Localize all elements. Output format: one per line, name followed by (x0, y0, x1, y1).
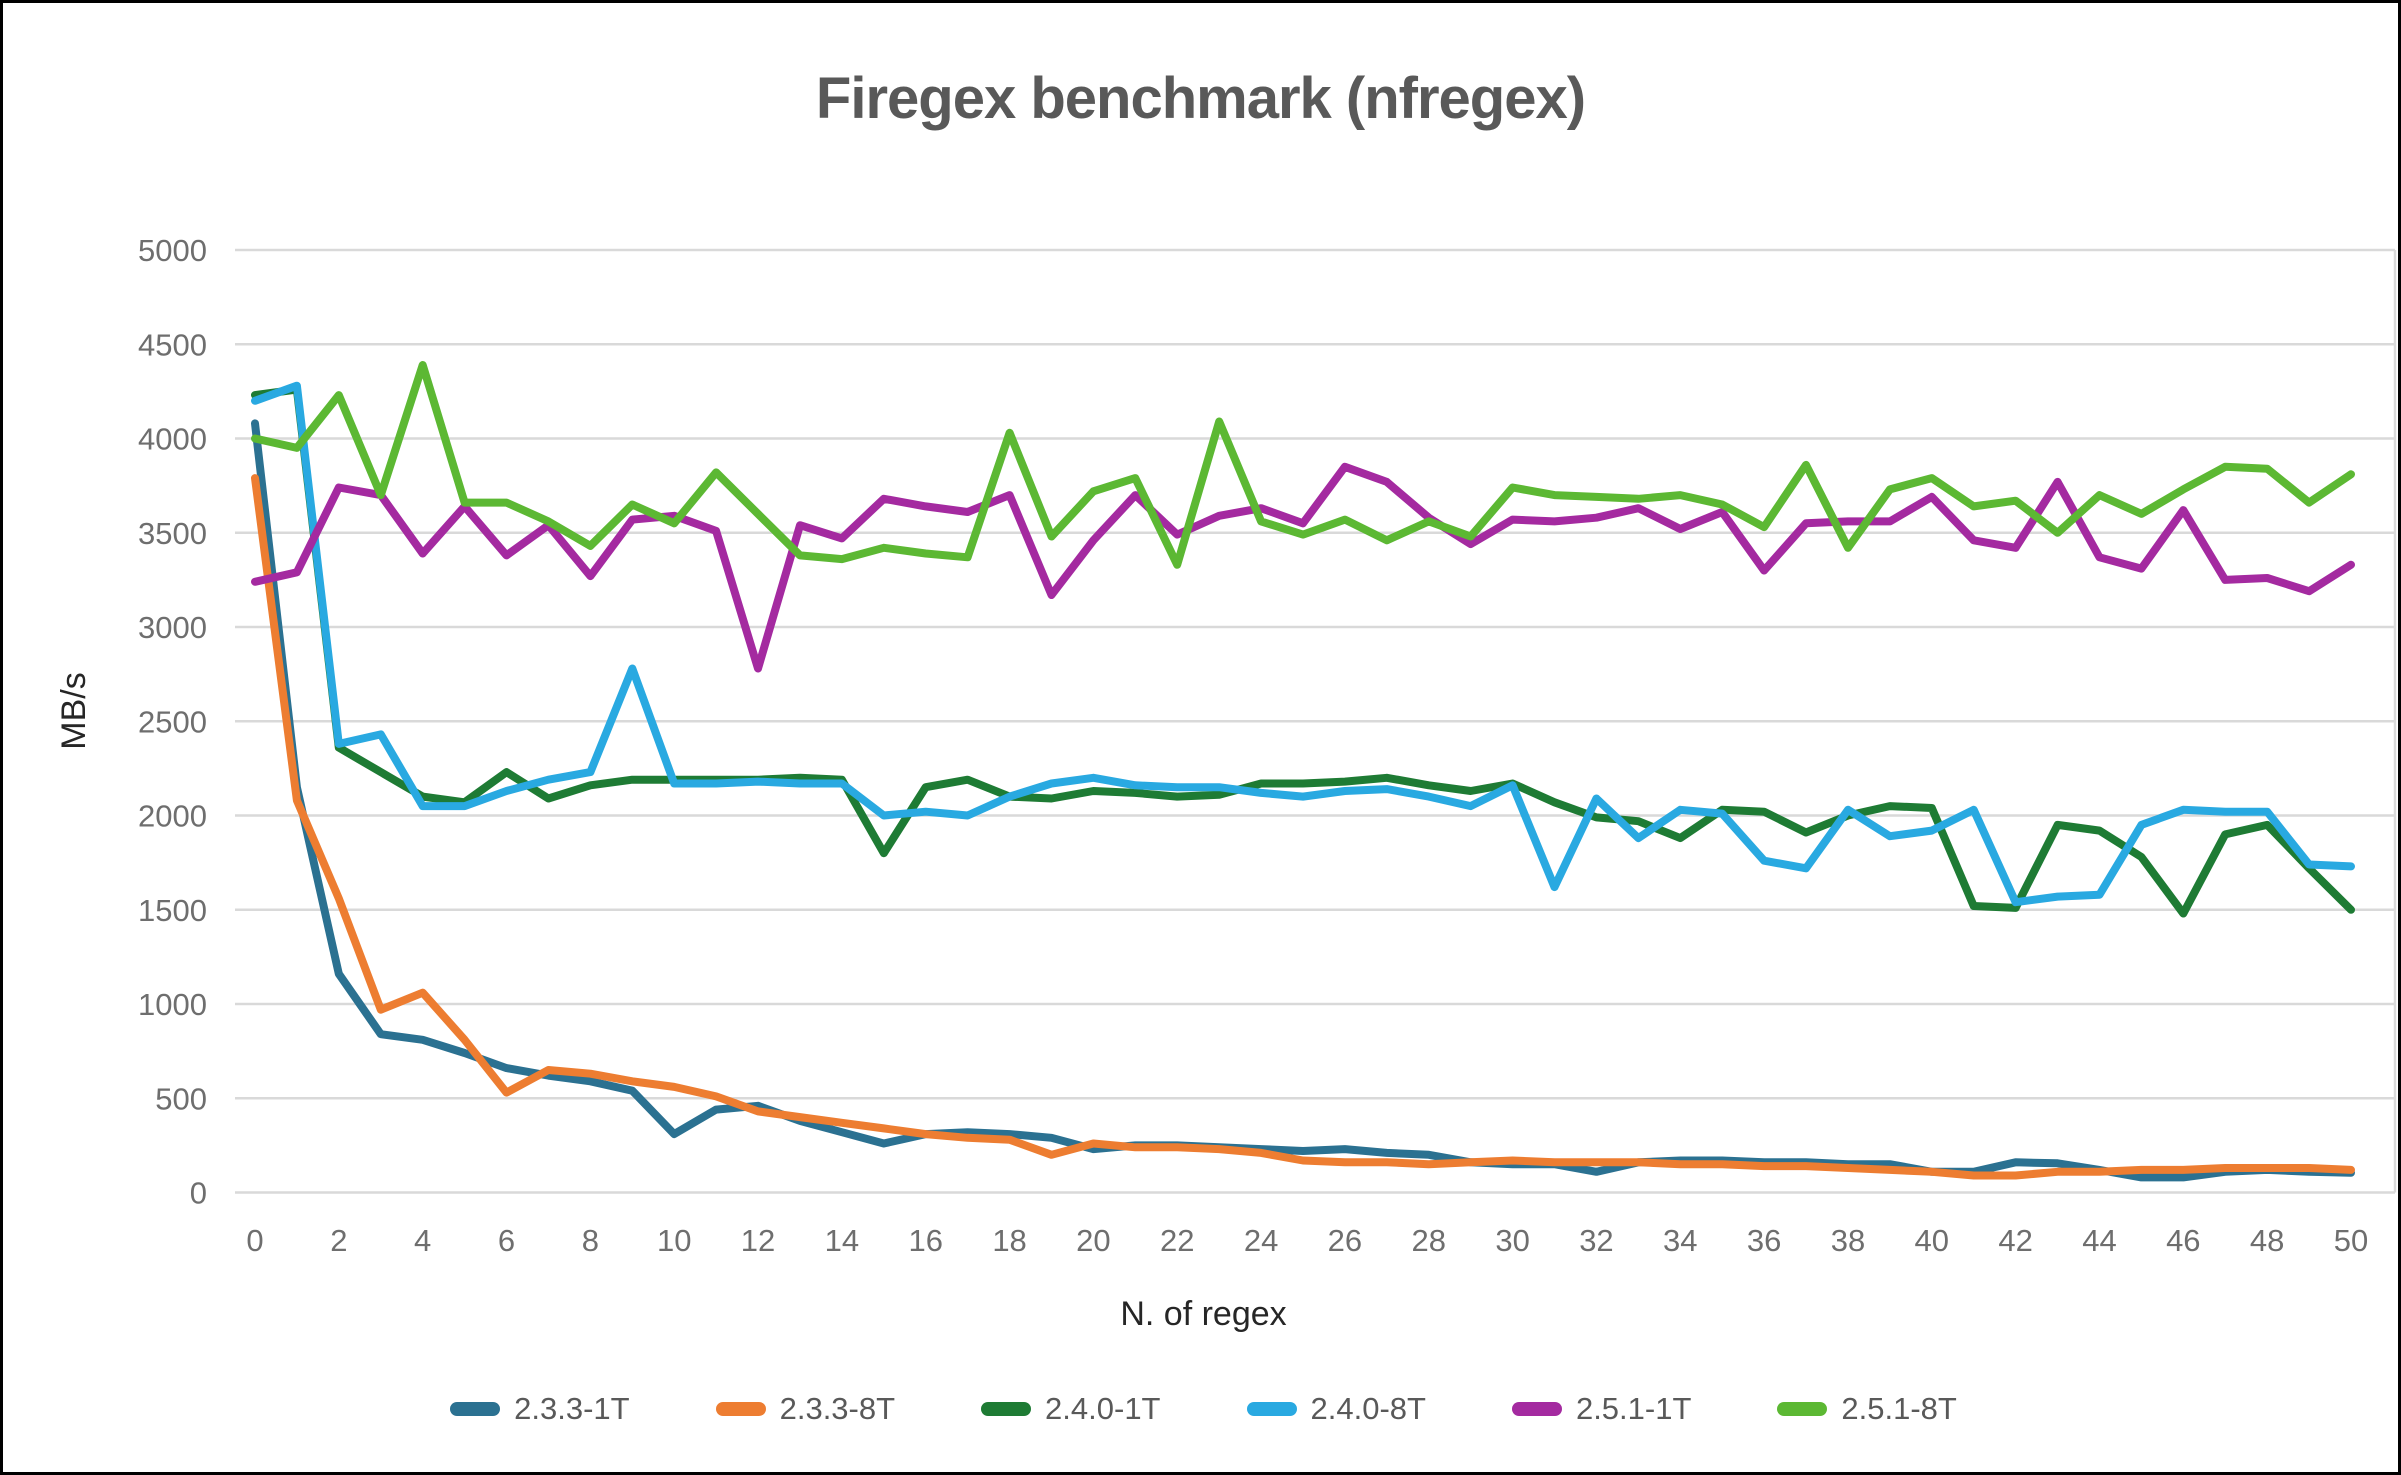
series-line-2.3.3-1T (251, 419, 2355, 1182)
legend-swatch-2.5.1-1T (1511, 1402, 1562, 1416)
x-tick-2: 2 (330, 1223, 347, 1258)
y-tick-4000: 4000 (138, 422, 207, 457)
x-tick-0: 0 (246, 1223, 263, 1258)
legend-label-2.5.1-1T: 2.5.1-1T (1575, 1391, 1692, 1426)
series-line-2.4.0-1T (251, 385, 2355, 918)
x-tick-8: 8 (582, 1223, 599, 1258)
series-line-2.4.0-8T (251, 381, 2355, 907)
x-tick-28: 28 (1412, 1223, 1446, 1258)
x-tick-24: 24 (1244, 1223, 1278, 1258)
y-tick-2500: 2500 (138, 704, 207, 739)
x-tick-32: 32 (1579, 1223, 1613, 1258)
legend-label-2.3.3-8T: 2.3.3-8T (779, 1391, 896, 1426)
x-tick-10: 10 (657, 1223, 691, 1258)
legend-label-2.4.0-8T: 2.4.0-8T (1310, 1391, 1426, 1426)
legend-item-2.3.3-1T: 2.3.3-1T (450, 1391, 630, 1427)
chart-title: Firegex benchmark (nfregex) (815, 66, 1586, 131)
x-tick-14: 14 (825, 1223, 859, 1258)
x-tick-6: 6 (498, 1223, 515, 1258)
legend-item-2.4.0-8T: 2.4.0-8T (1246, 1391, 1426, 1427)
x-tick-40: 40 (1915, 1223, 1949, 1258)
y-tick-4500: 4500 (138, 327, 207, 362)
y-tick-1500: 1500 (138, 893, 207, 928)
series-line-2.5.1-1T (251, 462, 2355, 673)
x-tick-18: 18 (992, 1223, 1026, 1258)
y-tick-5000: 5000 (138, 233, 207, 268)
y-tick-3500: 3500 (138, 516, 207, 551)
x-axis-title: N. of regex (1120, 1295, 1287, 1333)
legend-label-2.5.1-8T: 2.5.1-8T (1841, 1391, 1957, 1426)
x-tick-34: 34 (1663, 1223, 1697, 1258)
x-tick-42: 42 (1998, 1223, 2032, 1258)
legend-swatch-2.4.0-8T (1246, 1402, 1297, 1416)
x-tick-38: 38 (1831, 1223, 1865, 1258)
y-tick-2000: 2000 (138, 799, 207, 834)
x-tick-26: 26 (1328, 1223, 1362, 1258)
y-tick-500: 500 (155, 1081, 207, 1116)
x-tick-12: 12 (741, 1223, 775, 1258)
series-line-2.5.1-8T (251, 361, 2355, 569)
x-tick-22: 22 (1160, 1223, 1194, 1258)
legend-swatch-2.4.0-1T (981, 1402, 1032, 1416)
x-tick-20: 20 (1076, 1223, 1110, 1258)
y-tick-3000: 3000 (138, 610, 207, 645)
legend-item-2.5.1-8T: 2.5.1-8T (1777, 1391, 1957, 1427)
legend-swatch-2.3.3-1T (450, 1402, 501, 1416)
legend-swatch-2.5.1-8T (1777, 1402, 1828, 1416)
x-tick-16: 16 (908, 1223, 942, 1258)
legend-swatch-2.3.3-8T (715, 1402, 766, 1416)
legend-label-2.4.0-1T: 2.4.0-1T (1045, 1391, 1161, 1426)
legend-item-2.4.0-1T: 2.4.0-1T (981, 1391, 1161, 1427)
plot-area: 0500100015002000250030003500400045005000… (138, 233, 2397, 1258)
y-tick-0: 0 (190, 1176, 207, 1211)
legend: 2.3.3-1T 2.3.3-8T 2.4.0-1T 2.4.0-8T 2.5.1-1T… (3, 1391, 2398, 1427)
x-tick-30: 30 (1495, 1223, 1529, 1258)
x-tick-44: 44 (2082, 1223, 2116, 1258)
legend-label-2.3.3-1T: 2.3.3-1T (514, 1391, 630, 1426)
x-tick-46: 46 (2166, 1223, 2200, 1258)
x-tick-50: 50 (2334, 1223, 2368, 1258)
series-line-2.3.3-8T (251, 474, 2355, 1180)
x-tick-36: 36 (1747, 1223, 1781, 1258)
y-tick-1000: 1000 (138, 987, 207, 1022)
x-tick-4: 4 (414, 1223, 431, 1258)
x-tick-48: 48 (2250, 1223, 2284, 1258)
legend-item-2.3.3-8T: 2.3.3-8T (715, 1391, 896, 1427)
legend-item-2.5.1-1T: 2.5.1-1T (1511, 1391, 1692, 1427)
